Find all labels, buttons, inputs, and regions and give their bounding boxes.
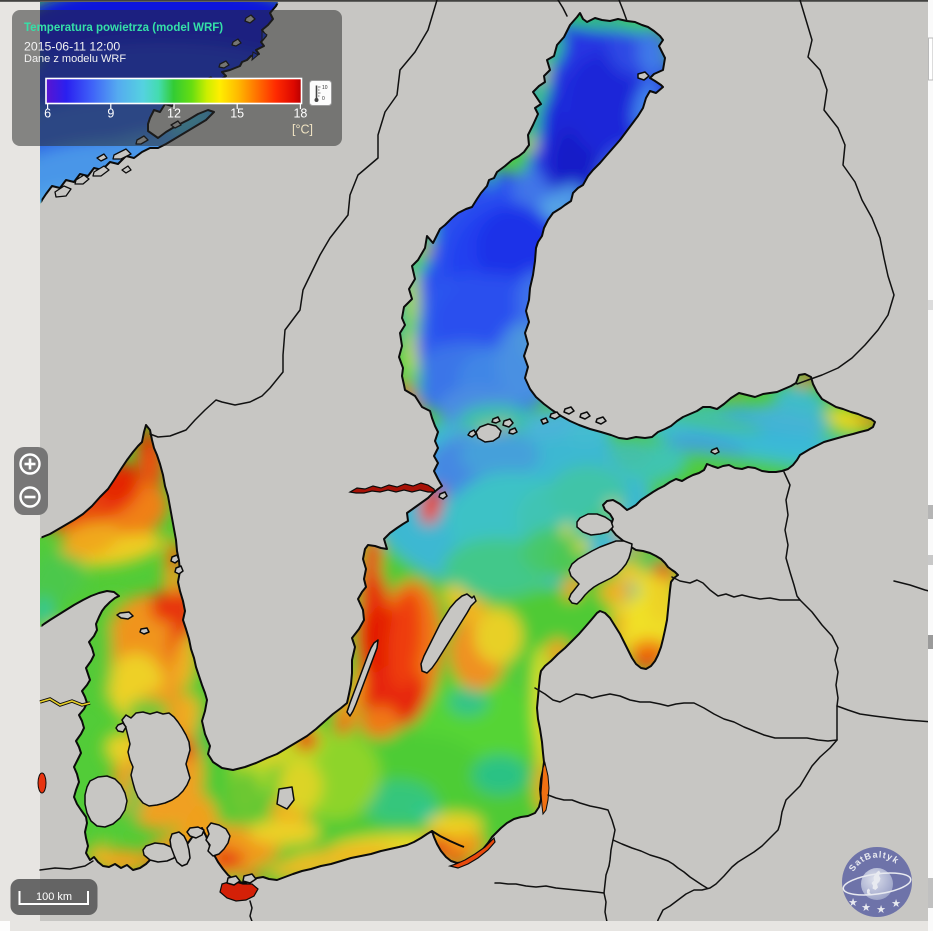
svg-text:★: ★ xyxy=(876,904,886,916)
svg-text:100 km: 100 km xyxy=(36,891,72,903)
svg-text:[°C]: [°C] xyxy=(292,123,313,137)
svg-text:★: ★ xyxy=(891,898,901,910)
svg-text:2015-06-11 12:00: 2015-06-11 12:00 xyxy=(24,40,120,54)
svg-text:Temperatura powietrza (model W: Temperatura powietrza (model WRF) xyxy=(24,22,223,34)
svg-text:★: ★ xyxy=(861,902,871,914)
svg-text:0: 0 xyxy=(322,96,325,102)
svg-text:10: 10 xyxy=(322,85,328,91)
svg-text:15: 15 xyxy=(230,107,244,121)
svg-text:9: 9 xyxy=(107,107,114,121)
svg-text:18: 18 xyxy=(293,107,307,121)
svg-text:12: 12 xyxy=(167,107,181,121)
svg-text:Dane z modelu WRF: Dane z modelu WRF xyxy=(24,53,126,65)
svg-text:★: ★ xyxy=(848,897,858,909)
svg-text:6: 6 xyxy=(44,107,51,121)
